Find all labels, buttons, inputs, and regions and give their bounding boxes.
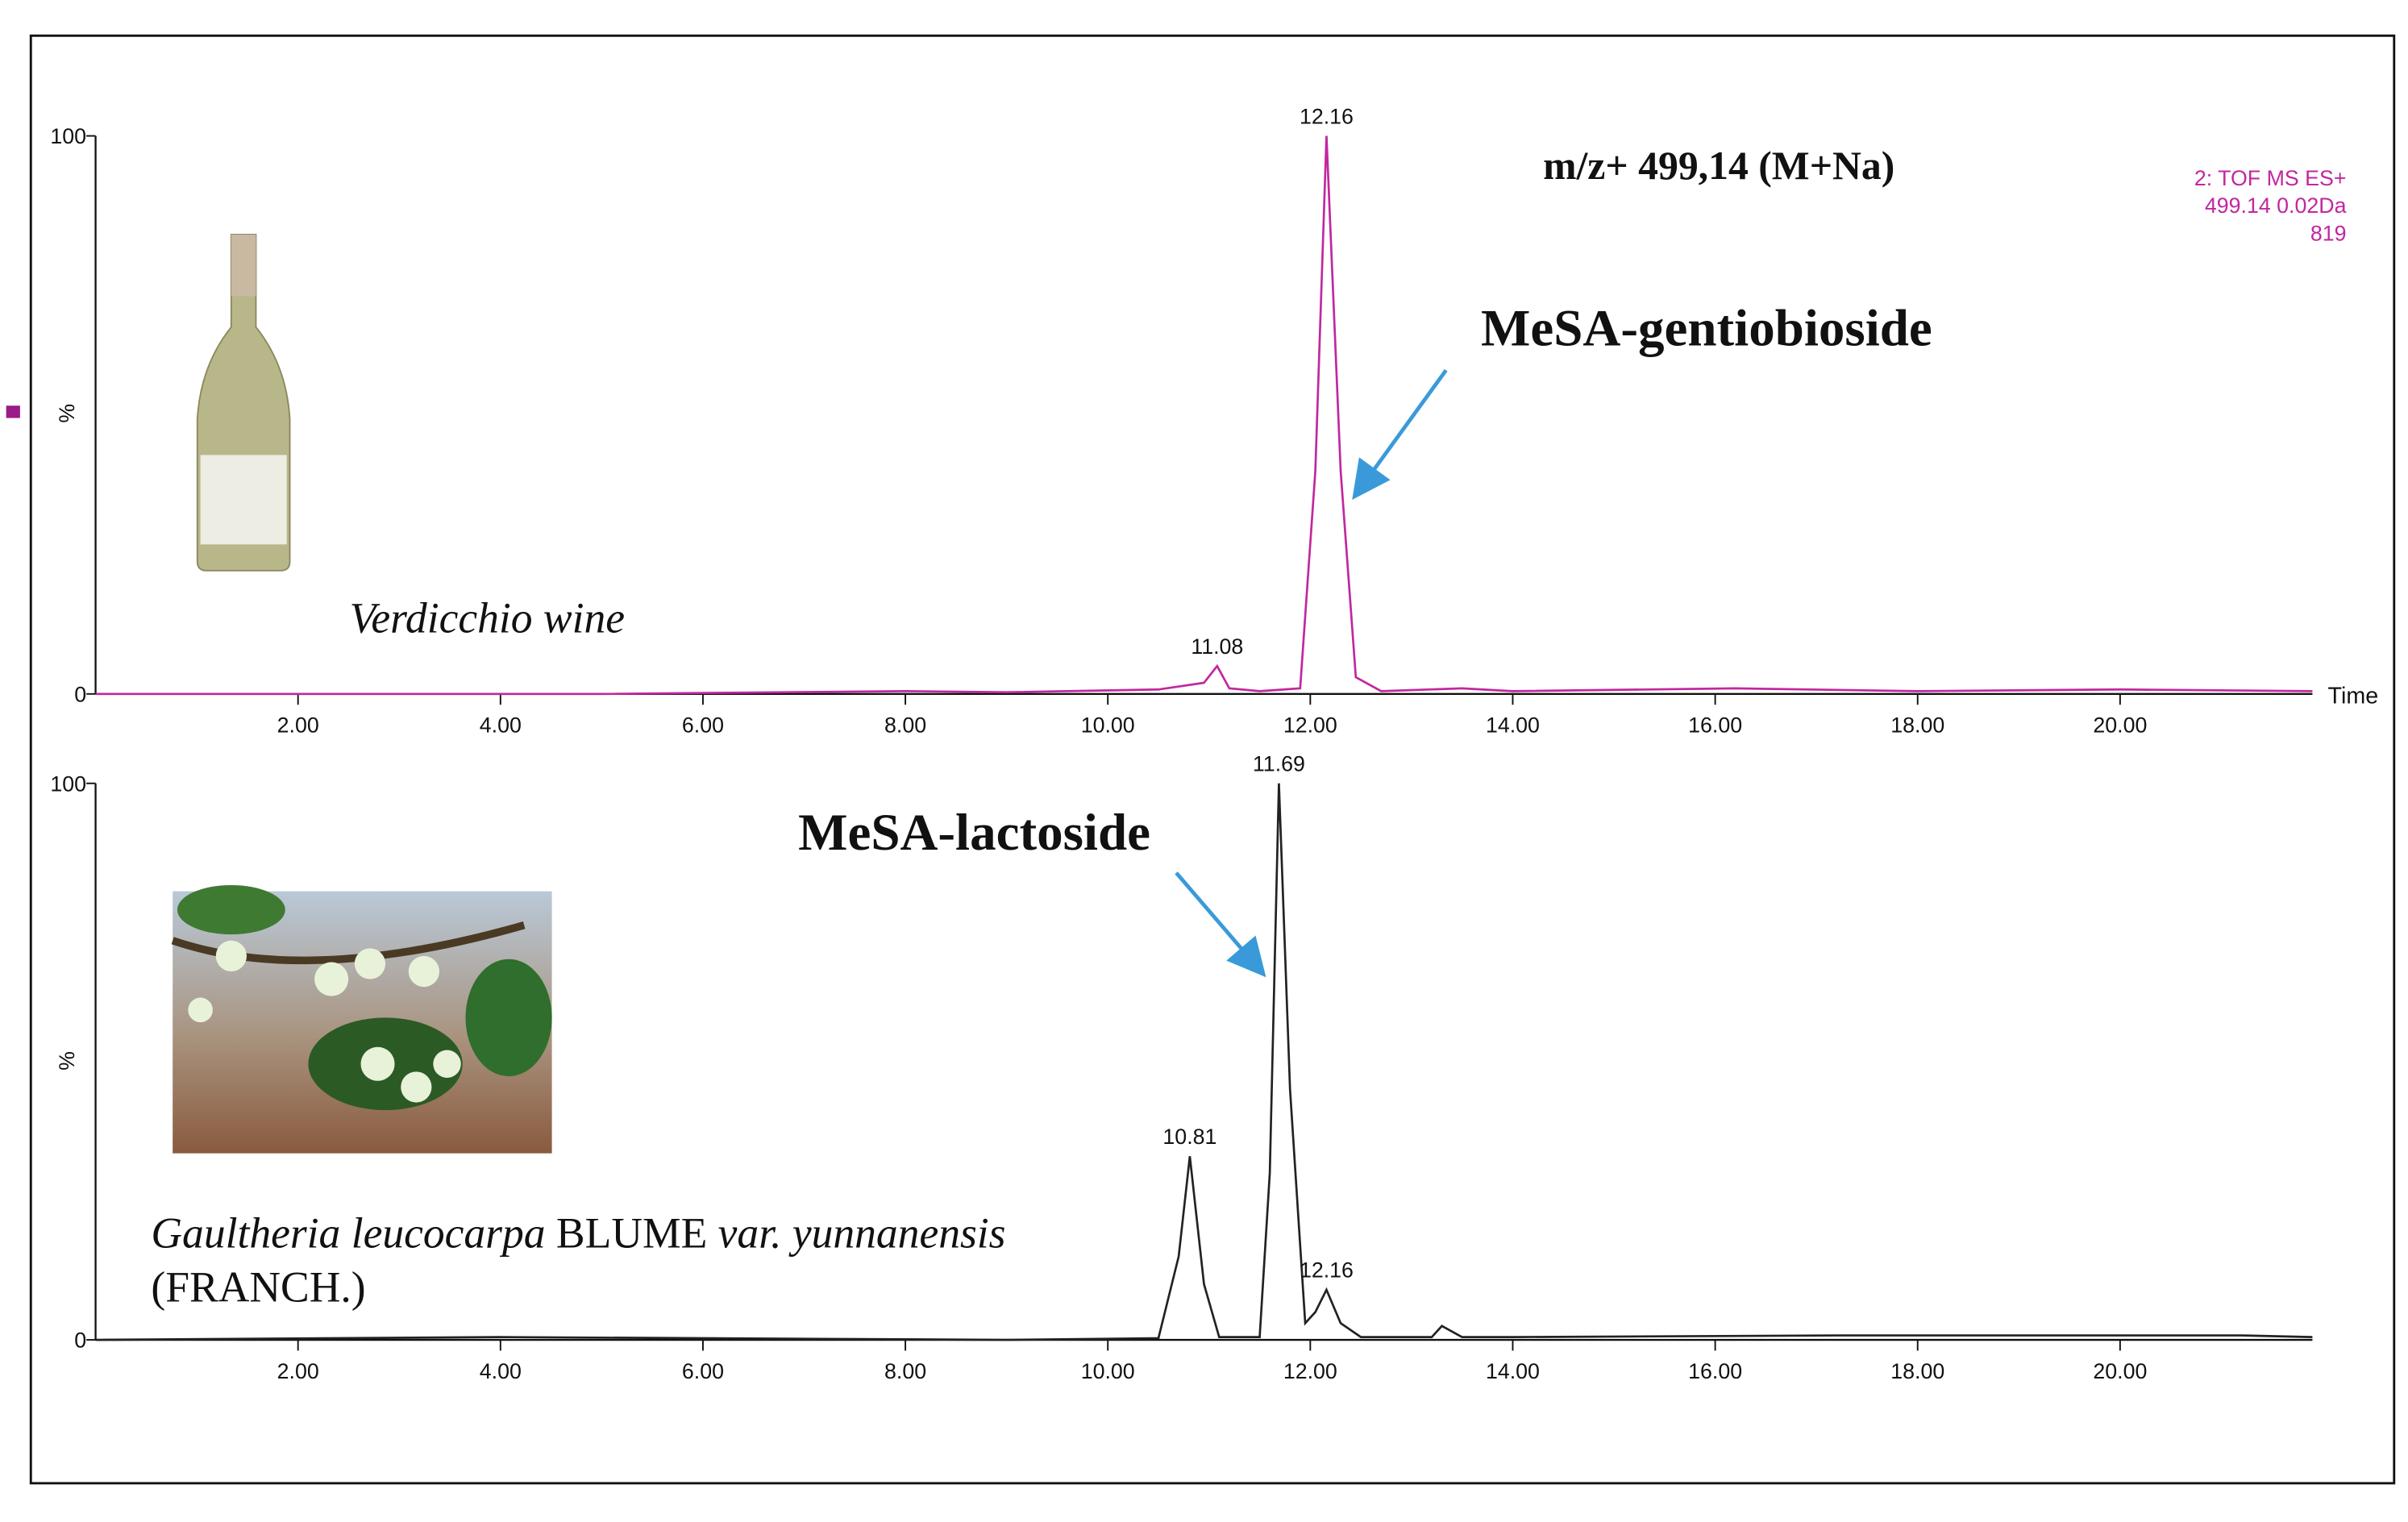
sample-part: Gaultheria leucocarpa [151, 1208, 545, 1257]
x-tick-label: 10.00 [1081, 1359, 1135, 1383]
sample-part: var. yunnanensis [718, 1208, 1006, 1257]
x-axis-label: Time [2328, 683, 2379, 709]
peak-label: 11.69 [1253, 751, 1305, 776]
trace [95, 783, 2313, 1341]
y-axis-label: % [55, 404, 79, 423]
instrument-info: 499.14 0.02Da [2205, 193, 2347, 218]
x-tick-label: 12.00 [1283, 1359, 1337, 1383]
x-tick-label: 8.00 [884, 1359, 926, 1383]
sample-part: BLUME [556, 1208, 707, 1257]
frame [29, 34, 2396, 1485]
x-tick-label: 20.00 [2093, 713, 2147, 738]
x-tick-label: 14.00 [1486, 1359, 1540, 1383]
x-tick-label: 18.00 [1890, 713, 1944, 738]
x-tick-label: 16.00 [1688, 1359, 1742, 1383]
x-tick-label: 4.00 [480, 713, 522, 738]
y-tick-label: 0 [74, 1329, 86, 1353]
peak-label: 12.16 [1300, 104, 1354, 128]
y-axis-label: % [55, 1051, 79, 1071]
x-tick-label: 10.00 [1081, 713, 1135, 738]
bottle-image [196, 233, 291, 572]
x-tick-label: 4.00 [480, 1359, 522, 1383]
peak-label: 11.08 [1191, 634, 1243, 659]
plant-image [171, 884, 552, 1154]
x-tick-label: 12.00 [1283, 713, 1337, 738]
y-tick-label: 100 [50, 771, 86, 796]
x-tick-label: 8.00 [884, 713, 926, 738]
y-tick-label: 0 [74, 682, 86, 706]
instrument-info: 2: TOF MS ES+ [2194, 166, 2347, 190]
peak-label: 12.16 [1300, 1258, 1354, 1283]
x-tick-label: 20.00 [2093, 1359, 2147, 1383]
arrow [1175, 871, 1266, 978]
compound-label: MeSA-lactoside [798, 804, 1150, 862]
peak-label: 10.81 [1162, 1125, 1216, 1149]
sample-label: (FRANCH.) [151, 1262, 365, 1311]
sample-label: Gaultheria leucocarpa BLUME var. yunnane… [151, 1208, 1005, 1257]
sample-label: Verdicchio wine [350, 593, 625, 642]
y-tick-label: 100 [50, 124, 86, 148]
marker [6, 405, 20, 418]
instrument-info: 819 [2310, 222, 2347, 246]
x-tick-label: 18.00 [1890, 1359, 1944, 1383]
x-tick-label: 2.00 [277, 713, 319, 738]
x-tick-label: 16.00 [1688, 713, 1742, 738]
x-tick-label: 6.00 [682, 713, 724, 738]
mass-title: m/z+ 499,14 (M+Na) [1543, 143, 1894, 188]
trace [95, 135, 2313, 696]
x-tick-label: 14.00 [1486, 713, 1540, 738]
x-tick-label: 2.00 [277, 1359, 319, 1383]
arrow [1352, 368, 1448, 500]
compound-label: MeSA-gentiobioside [1481, 300, 1932, 358]
x-tick-label: 6.00 [682, 1359, 724, 1383]
